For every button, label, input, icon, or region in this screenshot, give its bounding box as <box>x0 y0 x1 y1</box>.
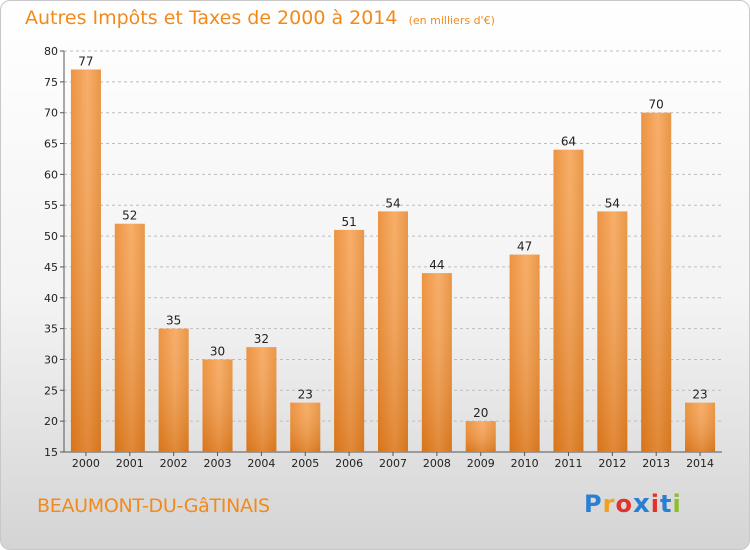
y-tick-label: 25 <box>44 384 58 397</box>
y-tick-label: 60 <box>44 168 58 181</box>
label-layer: 77 2000 52 2001 35 2002 30 2003 32 2004 23 2005 51 20… <box>72 55 714 470</box>
value-label-2001: 52 <box>122 209 137 223</box>
x-tick-label-2004: 2004 <box>247 457 275 470</box>
bar-shade-2011 <box>553 149 584 452</box>
logo-letter: x <box>632 489 651 519</box>
value-label-2006: 51 <box>341 215 356 229</box>
axis-layer: 15 20 25 30 35 40 45 50 55 60 65 70 75 80 <box>44 45 722 459</box>
logo-letter: t <box>659 490 673 518</box>
bar-shade-2003 <box>202 359 233 452</box>
y-tick-label: 75 <box>44 76 58 89</box>
y-tick-label: 55 <box>44 199 58 212</box>
y-tick-label: 20 <box>44 415 58 428</box>
bar-layer <box>70 69 716 452</box>
bar-shade-2014 <box>685 402 716 452</box>
x-tick-label-2010: 2010 <box>511 457 539 470</box>
x-tick-label-2005: 2005 <box>291 457 319 470</box>
x-tick-label-2008: 2008 <box>423 457 451 470</box>
y-tick-label: 35 <box>44 323 58 336</box>
bar-shade-2008 <box>421 273 452 452</box>
bar-shade-2005 <box>290 402 321 452</box>
bar-shade-2000 <box>70 69 101 452</box>
value-label-2014: 23 <box>692 388 707 402</box>
value-label-2012: 54 <box>605 196 620 210</box>
value-label-2002: 35 <box>166 314 181 328</box>
unit-note: (en milliers d'€) <box>408 14 495 27</box>
bar-shade-2009 <box>465 421 496 452</box>
x-tick-label-2006: 2006 <box>335 457 363 470</box>
x-tick-label-2012: 2012 <box>598 457 626 470</box>
y-tick-label: 80 <box>44 45 58 58</box>
x-tick-label-2002: 2002 <box>160 457 188 470</box>
y-tick-label: 40 <box>44 292 58 305</box>
bar-shade-2012 <box>597 211 628 452</box>
bar-shade-2001 <box>114 223 145 452</box>
logo-letter: o <box>615 490 633 518</box>
value-label-2003: 30 <box>210 344 225 358</box>
value-label-2000: 77 <box>78 55 93 69</box>
y-tick-label: 50 <box>44 230 58 243</box>
y-tick-label: 15 <box>44 446 58 459</box>
logo-letter: r <box>602 490 616 518</box>
x-tick-label-2011: 2011 <box>554 457 582 470</box>
proxiti-logo: Proxiti <box>584 489 682 519</box>
logo-letter: i <box>650 490 660 518</box>
x-tick-label-2001: 2001 <box>116 457 144 470</box>
bar-shade-2002 <box>158 328 189 452</box>
bar-shade-2013 <box>641 112 672 452</box>
commune-name: BEAUMONT-DU-GâTINAIS <box>37 495 270 517</box>
title-text: Autres Impôts et Taxes de 2000 à 2014 <box>25 7 398 29</box>
value-label-2004: 32 <box>254 332 269 346</box>
y-tick-label: 45 <box>44 261 58 274</box>
bar-shade-2004 <box>246 347 277 452</box>
value-label-2008: 44 <box>429 258 444 272</box>
value-label-2010: 47 <box>517 240 532 254</box>
x-tick-label-2003: 2003 <box>204 457 232 470</box>
x-tick-label-2013: 2013 <box>642 457 670 470</box>
x-tick-label-2000: 2000 <box>72 457 100 470</box>
y-tick-label: 65 <box>44 138 58 151</box>
y-tick-label: 30 <box>44 353 58 366</box>
bar-shade-2006 <box>334 229 365 452</box>
y-tick-label: 70 <box>44 107 58 120</box>
value-label-2013: 70 <box>649 98 664 112</box>
logo-letter: P <box>584 490 603 518</box>
value-label-2009: 20 <box>473 406 488 420</box>
x-tick-label-2014: 2014 <box>686 457 714 470</box>
value-label-2007: 54 <box>385 196 400 210</box>
logo-letter: i <box>672 490 682 518</box>
value-label-2005: 23 <box>298 388 313 402</box>
bar-shade-2007 <box>378 211 408 452</box>
value-label-2011: 64 <box>561 135 576 149</box>
x-tick-label-2009: 2009 <box>467 457 495 470</box>
chart-title: Autres Impôts et Taxes de 2000 à 2014 (e… <box>25 7 495 29</box>
bar-shade-2010 <box>509 254 540 452</box>
x-tick-label-2007: 2007 <box>379 457 407 470</box>
